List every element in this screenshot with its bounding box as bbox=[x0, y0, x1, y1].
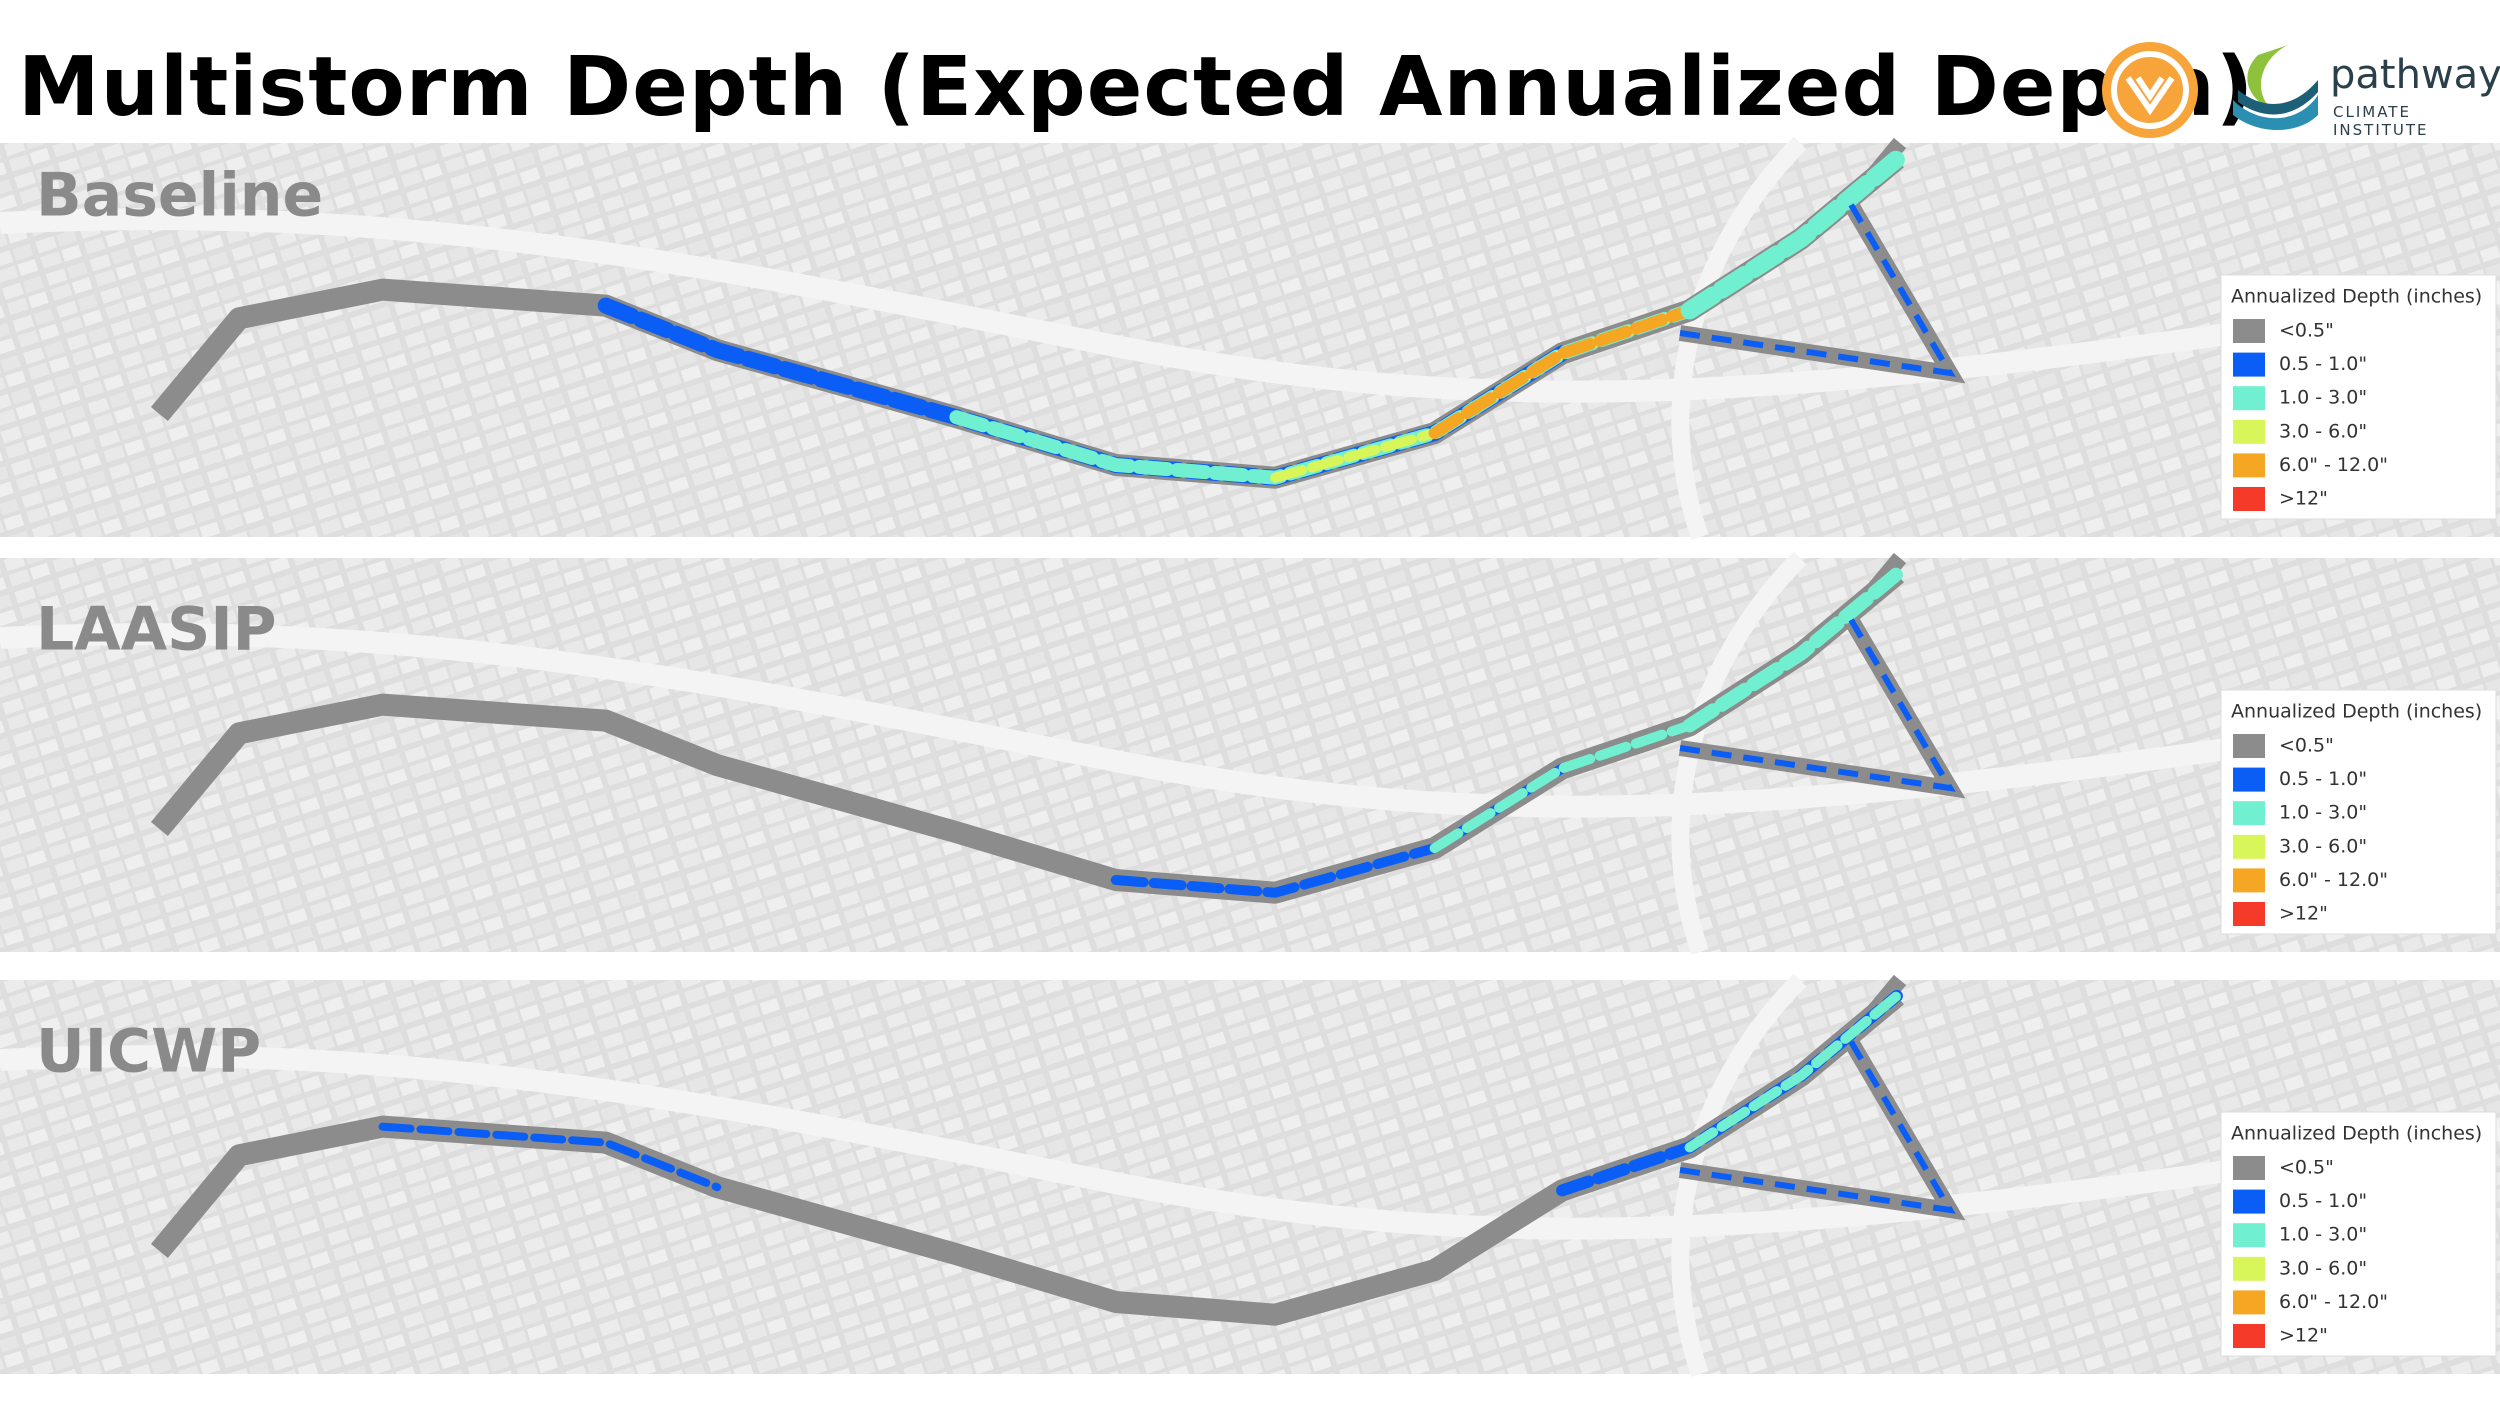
flood-depth bbox=[1680, 149, 1906, 320]
legend-label: 0.5 - 1.0" bbox=[2279, 768, 2367, 790]
legend-swatch bbox=[2233, 801, 2265, 826]
legend-box bbox=[2220, 689, 2497, 935]
flood-branch-depth bbox=[1679, 1038, 1956, 1214]
legend-swatch bbox=[2233, 319, 2265, 343]
legend-swatch bbox=[2233, 868, 2265, 893]
legend-swatch bbox=[2233, 487, 2265, 511]
leaf bbox=[2247, 45, 2288, 110]
legend-title: Annualized Depth (inches) bbox=[2231, 286, 2482, 308]
legend-label: 3.0 - 6.0" bbox=[2279, 420, 2367, 442]
legend-label: 1.0 - 3.0" bbox=[2279, 802, 2367, 824]
flood-depth bbox=[1682, 566, 1904, 733]
legend-label: 6.0" - 12.0" bbox=[2279, 869, 2388, 891]
legend-label: 3.0 - 6.0" bbox=[2279, 835, 2367, 857]
logo-name: pathways bbox=[2330, 52, 2500, 98]
legend-swatch bbox=[2233, 767, 2265, 792]
wave2 bbox=[2238, 80, 2318, 115]
flood-depth bbox=[1684, 990, 1902, 1153]
legend-label: >12" bbox=[2279, 1325, 2328, 1347]
panel-label: Baseline bbox=[36, 161, 323, 231]
legend-swatch bbox=[2233, 1290, 2265, 1315]
legend-label: 1.0 - 3.0" bbox=[2279, 1224, 2367, 1246]
logo-mark bbox=[2125, 76, 2175, 116]
legend-label: <0.5" bbox=[2279, 735, 2334, 757]
logo-ring bbox=[2111, 51, 2189, 129]
legend-box bbox=[2220, 274, 2497, 520]
legend-title: Annualized Depth (inches) bbox=[2231, 701, 2482, 723]
legend-label: 1.0 - 3.0" bbox=[2279, 387, 2367, 409]
legend-label: >12" bbox=[2279, 903, 2328, 925]
legend-label: 6.0" - 12.0" bbox=[2279, 1291, 2388, 1313]
legend-label: 0.5 - 1.0" bbox=[2279, 353, 2367, 375]
legend-swatch bbox=[2233, 419, 2265, 444]
flood-branch-depth bbox=[1679, 201, 1956, 377]
legend-swatch bbox=[2233, 1156, 2265, 1180]
legend-swatch bbox=[2233, 902, 2265, 926]
legend-label: <0.5" bbox=[2279, 1157, 2334, 1179]
legend-swatch bbox=[2233, 834, 2265, 859]
legend-swatch bbox=[2233, 352, 2265, 377]
map-panel: UICWP Annualized Depth (inches) <0.5" 0.5 -… bbox=[0, 973, 2500, 1377]
wave bbox=[2233, 95, 2318, 130]
legend-label: 6.0" - 12.0" bbox=[2279, 454, 2388, 476]
legend-swatch bbox=[2233, 386, 2265, 411]
legend-swatch bbox=[2233, 1324, 2265, 1348]
legend-swatch bbox=[2233, 453, 2265, 478]
legend-label: <0.5" bbox=[2279, 320, 2334, 342]
road bbox=[1671, 551, 1807, 955]
flood-depth bbox=[1428, 304, 1696, 440]
flood-branch-depth bbox=[1679, 616, 1956, 792]
map-panel: LAASIP Annualized Depth (inches) <0.5" 0.5 … bbox=[0, 551, 2500, 955]
legend-label: 3.0 - 6.0" bbox=[2279, 1257, 2367, 1279]
logo-icon bbox=[2102, 42, 2198, 138]
flood-depth bbox=[378, 1122, 722, 1192]
panel-label: LAASIP bbox=[36, 595, 277, 665]
legend-title: Annualized Depth (inches) bbox=[2231, 1123, 2482, 1145]
pathways-icon bbox=[2233, 45, 2318, 130]
legend-label: >12" bbox=[2279, 488, 2328, 510]
legend-label: 0.5 - 1.0" bbox=[2279, 1190, 2367, 1212]
legend-swatch bbox=[2233, 1223, 2265, 1248]
legend-swatch bbox=[2233, 734, 2265, 758]
legend-swatch bbox=[2233, 1256, 2265, 1281]
logo-subtitle: CLIMATE INSTITUTE bbox=[2333, 103, 2429, 139]
legend-box bbox=[2220, 1111, 2497, 1357]
title: Multistorm Depth (Expected Annualized De… bbox=[18, 40, 2255, 135]
legend-swatch bbox=[2233, 1189, 2265, 1214]
panel-label: UICWP bbox=[36, 1017, 261, 1087]
road bbox=[1671, 136, 1807, 540]
map-panel: Baseline Annualized Depth (inches) <0.5" 0.… bbox=[0, 136, 2500, 540]
road bbox=[1671, 973, 1807, 1377]
